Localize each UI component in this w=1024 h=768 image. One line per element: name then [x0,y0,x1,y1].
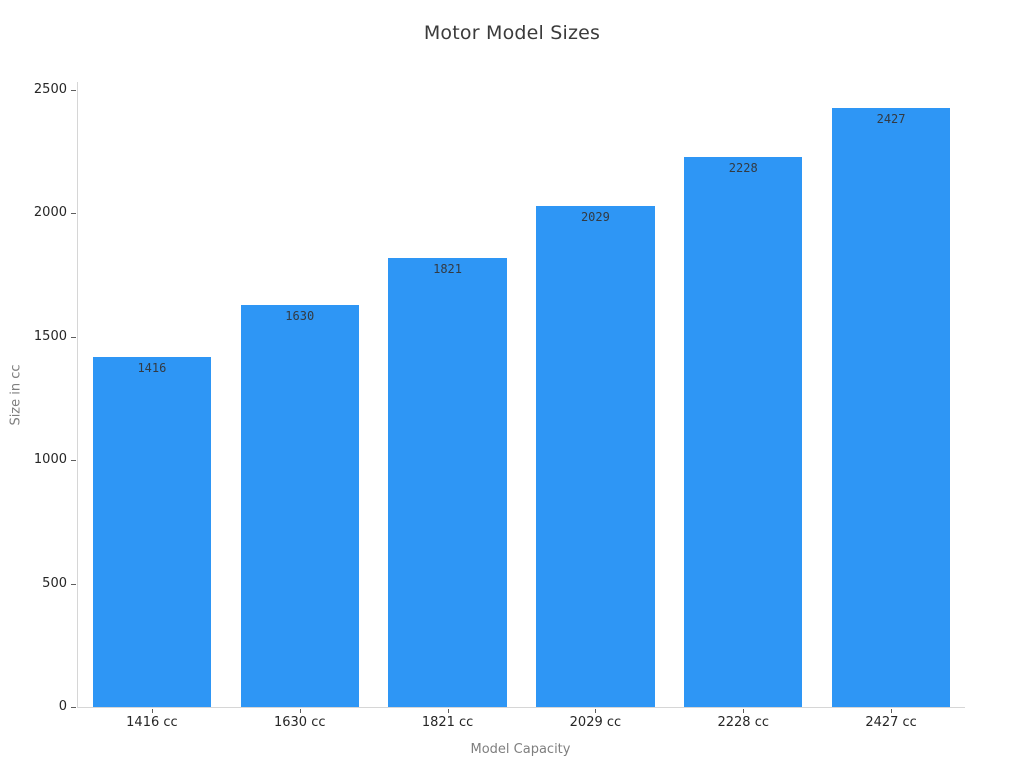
y-tick-label: 500 [42,575,67,591]
y-tick-mark [71,707,76,708]
y-tick-label: 2500 [33,82,67,98]
y-tick-label: 0 [58,699,67,715]
y-tick-mark [71,583,76,585]
x-axis-title: Model Capacity [470,742,571,757]
bar-value-label: 2029 [580,210,610,225]
x-tick-mark [595,709,597,713]
bar: 2029 [536,206,655,707]
bar: 1416 [92,357,212,707]
bar: 2228 [684,157,803,707]
x-tick-label: 2228 cc [717,715,770,730]
bar-value-label: 2427 [876,111,906,126]
bar: 1821 [388,257,507,707]
y-tick-mark [71,460,76,462]
x-tick-mark [447,709,449,713]
bar-value-label: 2228 [728,161,758,176]
y-tick-label: 1000 [33,452,67,468]
bar: 2427 [831,107,951,707]
x-tick-mark [891,709,893,713]
x-tick-label: 1630 cc [273,715,326,730]
x-tick-label: 2427 cc [865,715,917,730]
bar-value-label: 1821 [433,261,463,276]
plot-area: 1416 1416 cc 1630 1630 cc 1821 1821 cc 2029 202… [34,82,965,730]
x-tick-label: 1821 cc [421,715,474,730]
bar-value-label: 1630 [285,308,315,323]
x-tick-mark [299,709,301,713]
x-tick-label: 2029 cc [569,715,622,730]
y-tick-label: 1500 [33,328,67,344]
bar: 1630 [240,304,359,707]
y-tick-label: 2000 [33,205,67,221]
y-axis-title: Size in cc [8,364,24,426]
y-tick-mark [71,89,76,91]
x-tick-mark [743,709,745,713]
y-tick-mark [71,336,76,338]
bar-value-label: 1416 [137,361,167,376]
y-tick-mark [71,213,76,215]
x-tick-mark [151,709,153,713]
x-tick-label: 1416 cc [126,715,178,730]
chart-title: Motor Model Sizes [423,22,601,44]
